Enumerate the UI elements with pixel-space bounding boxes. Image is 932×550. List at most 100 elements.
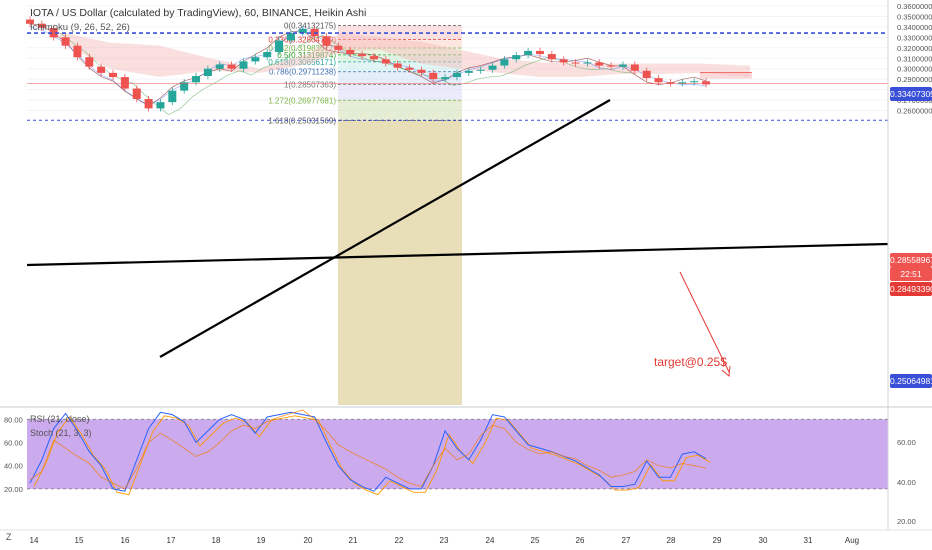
date-tick-label: 16 bbox=[121, 536, 130, 545]
candle-body bbox=[535, 50, 544, 55]
candle-body bbox=[239, 61, 248, 69]
fib-zone bbox=[338, 39, 462, 48]
date-tick-label: 28 bbox=[667, 536, 676, 545]
date-tick-label: 26 bbox=[576, 536, 585, 545]
candle-body bbox=[654, 78, 663, 83]
candle-body bbox=[132, 88, 141, 100]
stoch-tick-label: 60.00 bbox=[897, 438, 916, 447]
rsi-line bbox=[29, 409, 707, 490]
candle-body bbox=[227, 64, 236, 69]
fib-zone bbox=[338, 84, 462, 101]
candle-body bbox=[476, 69, 485, 71]
fib-level-label: 1(0.28507363) bbox=[284, 80, 336, 89]
candle-body bbox=[156, 102, 165, 109]
ichimoku-base-line bbox=[29, 23, 707, 107]
date-tick-label: 22 bbox=[395, 536, 404, 545]
symbol-title[interactable]: IOTA / US Dollar (calculated by TradingV… bbox=[30, 7, 367, 19]
candle-body bbox=[369, 56, 378, 60]
rsi-band bbox=[27, 419, 888, 489]
fib-zone-extension bbox=[338, 120, 462, 405]
candle-body bbox=[690, 81, 699, 83]
candle-body bbox=[666, 82, 675, 84]
fib-level-label: 0.236(0.32804769) bbox=[268, 35, 336, 44]
fib-zone bbox=[338, 100, 462, 121]
last-price-box: 0.28558967 bbox=[890, 253, 932, 267]
date-tick-label: Aug bbox=[845, 536, 859, 545]
candle-body bbox=[286, 33, 295, 41]
ichimoku-cloud-future bbox=[700, 72, 752, 79]
target-annotation: target@0.25$ bbox=[654, 355, 727, 369]
candle-body bbox=[547, 54, 556, 60]
candle-body bbox=[429, 72, 438, 80]
fib-level-label: 0.5(0.31319874) bbox=[277, 51, 336, 60]
price-tick-label: 0.26000000 bbox=[897, 107, 932, 116]
candle-body bbox=[405, 67, 414, 70]
candle-body bbox=[85, 57, 94, 67]
date-tick-label: 27 bbox=[622, 536, 631, 545]
date-tick-label: 17 bbox=[167, 536, 176, 545]
ascending-trendline bbox=[159, 99, 611, 358]
candle-body bbox=[524, 50, 533, 56]
ichimoku-legend[interactable]: Ichimoku (9, 26, 52, 26) bbox=[30, 22, 130, 33]
candle-body bbox=[559, 59, 568, 63]
date-tick-label: 31 bbox=[804, 536, 813, 545]
candle-body bbox=[180, 82, 189, 91]
zoom-button[interactable]: Z bbox=[6, 532, 12, 542]
date-tick-label: 23 bbox=[440, 536, 449, 545]
candle-body bbox=[120, 77, 129, 89]
date-tick-label: 20 bbox=[304, 536, 313, 545]
candle-body bbox=[109, 72, 118, 78]
candle-body bbox=[583, 62, 592, 64]
low-price-box: 0.28493390 bbox=[890, 282, 932, 296]
candle-body bbox=[381, 59, 390, 64]
fib-level-label: 0.382(0.31983577) bbox=[268, 44, 336, 53]
date-tick-label: 19 bbox=[257, 536, 266, 545]
support-price-box: 0.25064981 bbox=[890, 374, 932, 388]
fib-level-label: 1.618(0.25031569) bbox=[268, 117, 336, 126]
candle-body bbox=[630, 64, 639, 71]
candle-body bbox=[192, 76, 201, 83]
fib-level-label: 0(0.34132175) bbox=[284, 22, 336, 31]
date-tick-label: 24 bbox=[486, 536, 495, 545]
candle-body bbox=[464, 70, 473, 73]
candle-body bbox=[144, 99, 153, 109]
date-tick-label: 29 bbox=[713, 536, 722, 545]
candle-body bbox=[263, 51, 272, 58]
candle-body bbox=[595, 62, 604, 66]
candle-body bbox=[37, 23, 46, 28]
rsi-tick-label: 60.00 bbox=[4, 438, 23, 447]
candle-body bbox=[49, 27, 58, 38]
candle-body bbox=[334, 45, 343, 50]
candle-body bbox=[571, 62, 580, 64]
fib-zone bbox=[338, 54, 462, 62]
candle-body bbox=[322, 36, 331, 46]
date-tick-label: 25 bbox=[531, 536, 540, 545]
fib-level-label: 0.618(0.30656171) bbox=[268, 58, 336, 67]
candle-body bbox=[393, 63, 402, 68]
candle-body bbox=[73, 45, 82, 58]
date-tick-label: 15 bbox=[75, 536, 84, 545]
stoch-k-line bbox=[29, 411, 707, 492]
candle-body bbox=[26, 19, 34, 24]
horizontal-trendline bbox=[26, 242, 889, 267]
date-tick-label: 21 bbox=[349, 536, 358, 545]
candle-body bbox=[298, 28, 307, 34]
stoch-legend[interactable]: Stoch (21, 3, 3) bbox=[30, 428, 92, 438]
rsi-legend[interactable]: RSI (21, close) bbox=[30, 414, 90, 424]
candle-body bbox=[275, 40, 284, 52]
rsi-tick-label: 20.00 bbox=[4, 485, 23, 494]
candle-body bbox=[512, 55, 521, 60]
ichimoku-conversion-line bbox=[29, 26, 707, 106]
target-arrow bbox=[679, 271, 730, 373]
candle-body bbox=[500, 59, 509, 66]
candle-body bbox=[168, 90, 177, 103]
candle-body bbox=[618, 64, 627, 67]
candle-body bbox=[642, 70, 651, 79]
